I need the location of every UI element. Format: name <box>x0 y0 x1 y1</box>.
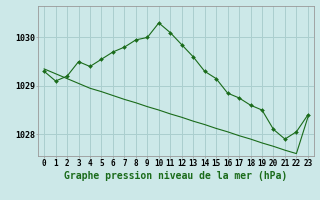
X-axis label: Graphe pression niveau de la mer (hPa): Graphe pression niveau de la mer (hPa) <box>64 171 288 181</box>
